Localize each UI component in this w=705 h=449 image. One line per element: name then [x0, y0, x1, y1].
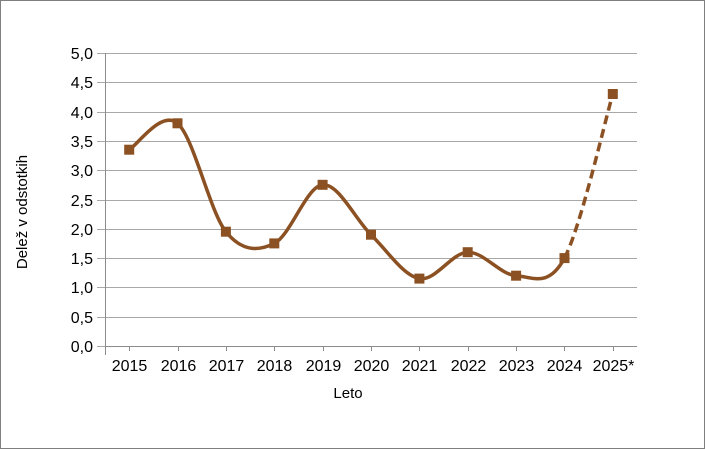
- y-tick-label: 2,0: [71, 222, 93, 239]
- x-tick-label: 2019: [306, 358, 342, 375]
- y-tick-label: 0,5: [71, 310, 93, 327]
- data-point-marker-2021: [414, 273, 425, 284]
- x-tick-label: 2022: [451, 358, 487, 375]
- x-tick-label: 2015: [112, 358, 148, 375]
- data-point-marker-2022: [462, 247, 473, 258]
- data-point-marker-2016: [172, 118, 183, 129]
- y-tick-label: 5,0: [71, 46, 93, 63]
- x-tick-label: 2020: [354, 358, 390, 375]
- y-tick-label: 1,0: [71, 280, 93, 297]
- y-tick-label: 3,5: [71, 134, 93, 151]
- x-tick-label: 2025*: [593, 358, 635, 375]
- y-tick-label: 4,5: [71, 75, 93, 92]
- x-tick-label: 2016: [161, 358, 197, 375]
- data-point-marker-2019: [317, 179, 328, 190]
- data-point-marker-2017: [220, 226, 231, 237]
- data-point-marker-2025: [607, 89, 618, 99]
- y-tick-label: 2,5: [71, 193, 93, 210]
- y-axis-title: Delež v odstotkih: [14, 154, 31, 270]
- data-point-marker-2024: [559, 253, 570, 264]
- data-series-line: [127, 118, 567, 281]
- data-point-marker-2023: [511, 270, 522, 281]
- x-tick-label: 2023: [499, 358, 535, 375]
- y-tick-label: 0,0: [71, 339, 93, 356]
- y-tick-label: 4,0: [71, 105, 93, 122]
- x-tick-label: 2018: [257, 358, 293, 375]
- x-tick-label: 2017: [209, 358, 245, 375]
- x-axis-title: Leto: [333, 385, 363, 402]
- x-tick-label: 2021: [402, 358, 438, 375]
- y-tick-label: 1,5: [71, 251, 93, 268]
- y-tick-label: 3,0: [71, 163, 93, 180]
- data-series-line-projected: [562, 93, 615, 259]
- x-tick-label: 2024: [547, 358, 583, 375]
- data-point-marker-2015: [124, 144, 135, 155]
- data-point-marker-2020: [366, 229, 376, 240]
- data-point-marker-2018: [269, 238, 280, 249]
